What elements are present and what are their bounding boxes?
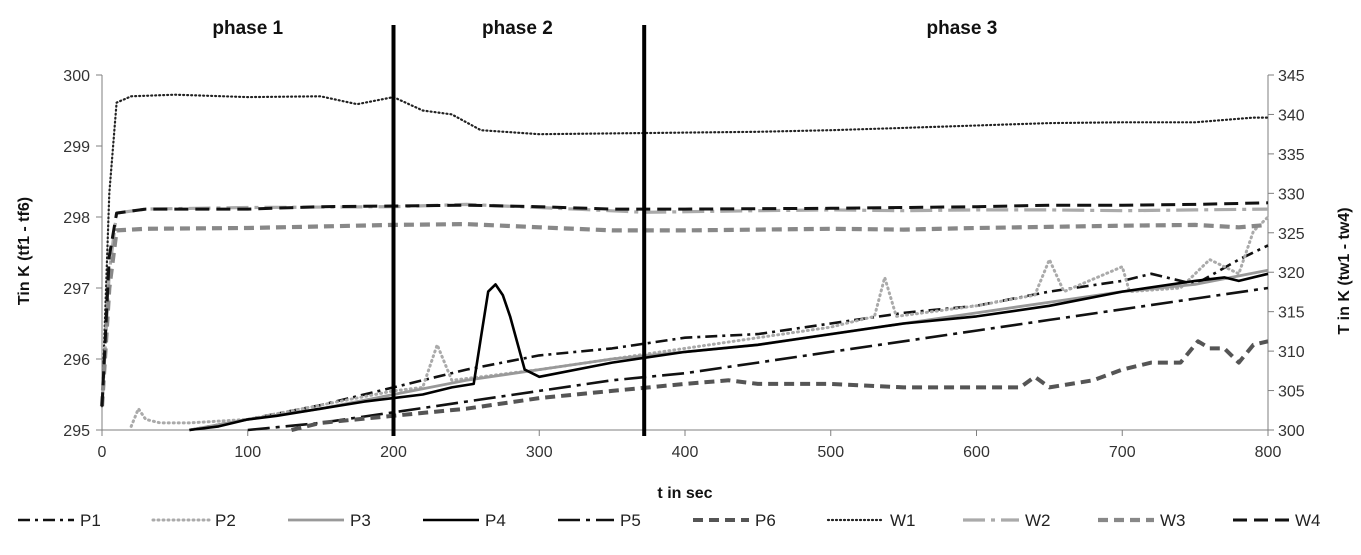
legend-label-p6: P6 [755,511,776,530]
y2-tick-label: 325 [1278,226,1305,243]
y2-tick-label: 330 [1278,186,1305,203]
y2-tick-label: 315 [1278,305,1305,322]
legend-label-p5: P5 [620,511,641,530]
phase-label: phase 2 [482,18,553,39]
y2-tick-label: 320 [1278,265,1305,282]
x-tick-label: 700 [1109,444,1136,461]
x-tick-label: 0 [98,444,107,461]
legend-label-p3: P3 [350,511,371,530]
x-tick-label: 500 [817,444,844,461]
axes: 0 100 200 300 400 500 600 700 800 295 296 297 298 299… [63,68,1305,461]
x-tick-label: 100 [234,444,261,461]
y-tick-label: 299 [63,139,90,156]
legend-label-w2: W2 [1025,511,1051,530]
phase-label: phase 3 [927,18,998,39]
phase-boundaries [391,25,647,436]
series-lines [99,93,1270,432]
x-tick-label: 400 [672,444,699,461]
y-tick-label: 296 [63,352,90,369]
x-tick-label: 300 [526,444,553,461]
legend: P1 P2 P3 P4 P5 P6 W1 W2 W3 W4 [18,511,1321,530]
series-line-p4 [189,272,1269,432]
y-tick-label: 295 [63,423,90,440]
x-tick-label: 200 [380,444,407,461]
y2-tick-label: 340 [1278,107,1305,124]
x-tick-label: 600 [963,444,990,461]
legend-label-p1: P1 [80,511,101,530]
series-line-w2 [100,202,1269,407]
y-tick-label: 297 [63,281,90,298]
series-line-p2 [129,215,1270,428]
legend-label-p2: P2 [215,511,236,530]
x-tick-label: 800 [1255,444,1282,461]
phase-label: phase 1 [212,18,283,39]
y2-tick-label: 300 [1278,423,1305,440]
legend-label-w3: W3 [1160,511,1186,530]
y-tick-label: 300 [63,68,90,85]
legend-label-w1: W1 [890,511,916,530]
phase-labels: phase 1 phase 2 phase 3 [212,18,997,39]
series-line-w3 [99,222,1269,407]
y2-tick-label: 335 [1278,147,1305,164]
series-line-p1 [189,244,1269,432]
series-line-w1 [100,93,1270,408]
x-axis-title: t in sec [657,485,712,502]
y2-tick-label: 345 [1278,68,1305,85]
y2-tick-label: 310 [1278,344,1305,361]
series-line-w4 [100,201,1269,407]
legend-label-p4: P4 [485,511,506,530]
y2-tick-label: 305 [1278,384,1305,401]
y-axis-title: Tin K (tf1 - tf6) [16,197,33,305]
legend-label-w4: W4 [1295,511,1321,530]
y-tick-label: 298 [63,210,90,227]
y2-axis-title: T in K (tw1 - tw4) [1336,207,1353,334]
series-line-p5 [247,286,1269,432]
